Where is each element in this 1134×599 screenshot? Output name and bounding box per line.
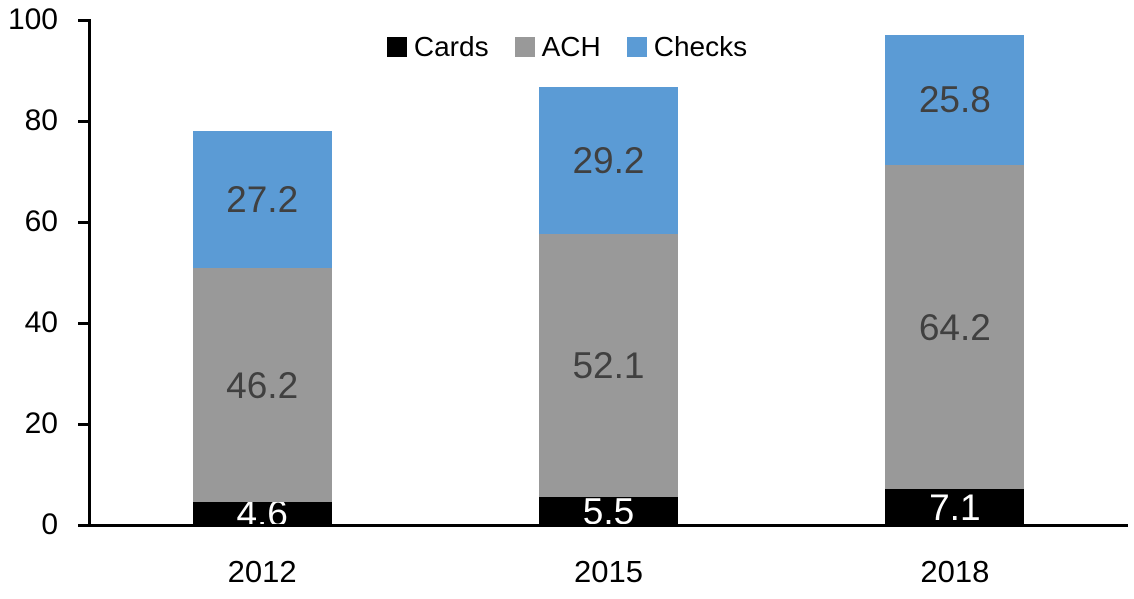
- segment-ach-2012: [192, 268, 332, 502]
- y-tick-mark-100: [78, 18, 89, 22]
- data-label-checks-2012: 27.2: [226, 179, 299, 221]
- y-tick-label-100: 100: [7, 3, 58, 36]
- data-label-checks-2015: 29.2: [572, 139, 645, 181]
- legend-label-cards: Cards: [413, 31, 489, 62]
- segment-cards-2018: [885, 489, 1025, 525]
- y-tick-mark-60: [78, 220, 89, 224]
- legend-swatch-checks: [626, 37, 647, 57]
- legend-label-ach: ACH: [541, 31, 601, 62]
- segment-cards-2012: [192, 501, 332, 525]
- segment-checks-2015: [539, 86, 678, 235]
- x-tick-label-2015: 2015: [574, 554, 643, 589]
- x-tick-label-2012: 2012: [227, 554, 297, 589]
- y-tick-mark-20: [78, 422, 89, 426]
- legend-swatch-ach: [514, 37, 535, 57]
- segment-ach-2018: [885, 164, 1025, 490]
- data-label-cards-2018: 7.1: [929, 486, 981, 528]
- y-tick-mark-0: [78, 523, 89, 527]
- legend-item-ach: ACH: [514, 31, 601, 62]
- data-label-ach-2018: 64.2: [918, 306, 991, 348]
- x-axis-line: [87, 523, 1128, 527]
- y-tick-label-80: 80: [24, 104, 58, 137]
- segment-checks-2018: [885, 34, 1025, 165]
- legend-item-checks: Checks: [626, 31, 748, 62]
- y-tick-mark-80: [78, 119, 89, 123]
- y-tick-mark-40: [78, 321, 89, 325]
- legend-swatch-cards: [386, 37, 407, 57]
- y-tick-label-60: 60: [24, 205, 58, 238]
- data-label-ach-2015: 52.1: [572, 345, 645, 387]
- legend-label-checks: Checks: [653, 31, 748, 62]
- y-tick-label-20: 20: [24, 407, 58, 440]
- segment-cards-2015: [539, 497, 678, 525]
- legend-item-cards: Cards: [386, 31, 489, 62]
- y-tick-label-0: 0: [41, 508, 58, 541]
- x-tick-label-2018: 2018: [920, 554, 990, 589]
- y-tick-label-40: 40: [24, 306, 58, 339]
- data-label-cards-2015: 5.5: [582, 490, 635, 532]
- y-axis-line: [87, 18, 91, 527]
- data-label-ach-2012: 46.2: [226, 364, 299, 406]
- segment-ach-2015: [539, 234, 678, 498]
- segment-checks-2012: [192, 131, 332, 269]
- data-label-checks-2018: 25.8: [918, 79, 991, 121]
